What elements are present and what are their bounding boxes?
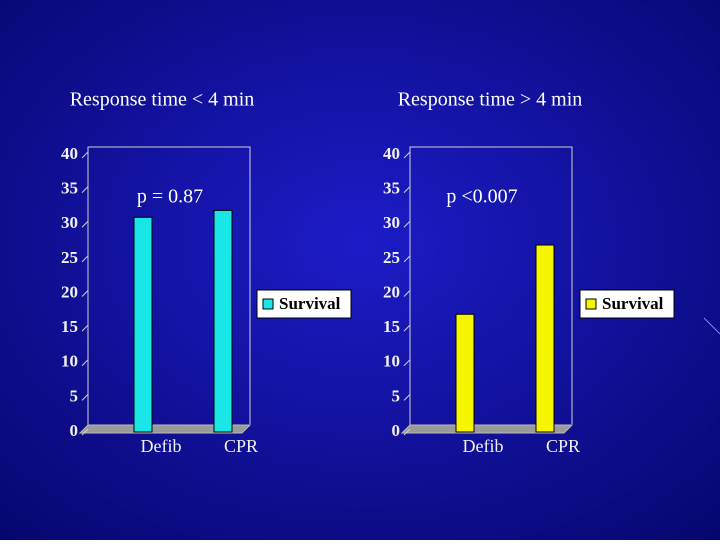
tick-mark — [81, 220, 89, 228]
y-tick-label: 0 — [392, 421, 401, 440]
chart-title: Response time > 4 min — [398, 89, 583, 111]
bar — [455, 313, 475, 433]
tick-mark — [403, 324, 411, 332]
y-tick-label: 30 — [61, 213, 78, 232]
tick-mark — [81, 151, 89, 159]
y-tick-label: 35 — [61, 179, 78, 198]
annotation: p = 0.87 — [137, 186, 203, 208]
legend-swatch — [262, 298, 274, 310]
decoration — [703, 317, 720, 335]
x-tick-label: CPR — [546, 436, 580, 456]
y-tick-label: 0 — [70, 421, 79, 440]
y-tick-label: 40 — [61, 144, 78, 163]
plot-frame — [409, 146, 573, 432]
tick-mark — [81, 359, 89, 367]
tick-mark — [403, 186, 411, 193]
y-tick-label: 15 — [61, 317, 78, 336]
plot-floor — [78, 424, 252, 434]
tick-mark — [81, 428, 89, 436]
y-tick-label: 10 — [383, 352, 400, 371]
y-tick-label: 20 — [383, 282, 400, 301]
tick-mark — [403, 394, 411, 401]
tick-mark — [403, 428, 411, 436]
legend-box — [256, 289, 352, 319]
tick-mark — [81, 186, 89, 193]
tick-mark — [403, 290, 411, 297]
y-tick-label: 25 — [383, 248, 400, 267]
legend-label: Survival — [279, 294, 341, 313]
bar — [535, 244, 555, 433]
tick-mark — [81, 290, 89, 297]
tick-mark — [403, 151, 411, 159]
y-tick-label: 5 — [392, 386, 401, 405]
bar — [133, 216, 153, 433]
y-tick-label: 40 — [383, 144, 400, 163]
tick-mark — [403, 255, 411, 263]
plot-floor — [400, 424, 574, 434]
y-tick-label: 10 — [61, 352, 78, 371]
tick-mark — [403, 359, 411, 367]
bar — [213, 209, 233, 433]
legend-swatch — [585, 298, 597, 310]
annotation: p <0.007 — [446, 186, 517, 208]
x-tick-label: Defib — [463, 436, 504, 456]
tick-mark — [81, 324, 89, 332]
chart-title: Response time < 4 min — [70, 89, 255, 111]
tick-mark — [403, 220, 411, 228]
tick-mark — [81, 255, 89, 263]
y-tick-label: 25 — [61, 248, 78, 267]
y-tick-label: 30 — [383, 213, 400, 232]
tick-mark — [81, 394, 89, 401]
plot-frame — [87, 146, 251, 432]
x-tick-label: CPR — [224, 436, 258, 456]
y-tick-label: 5 — [70, 386, 79, 405]
y-tick-label: 35 — [383, 179, 400, 198]
legend-label: Survival — [602, 294, 664, 313]
y-tick-label: 20 — [61, 282, 78, 301]
x-tick-label: Defib — [141, 436, 182, 456]
y-tick-label: 15 — [383, 317, 400, 336]
